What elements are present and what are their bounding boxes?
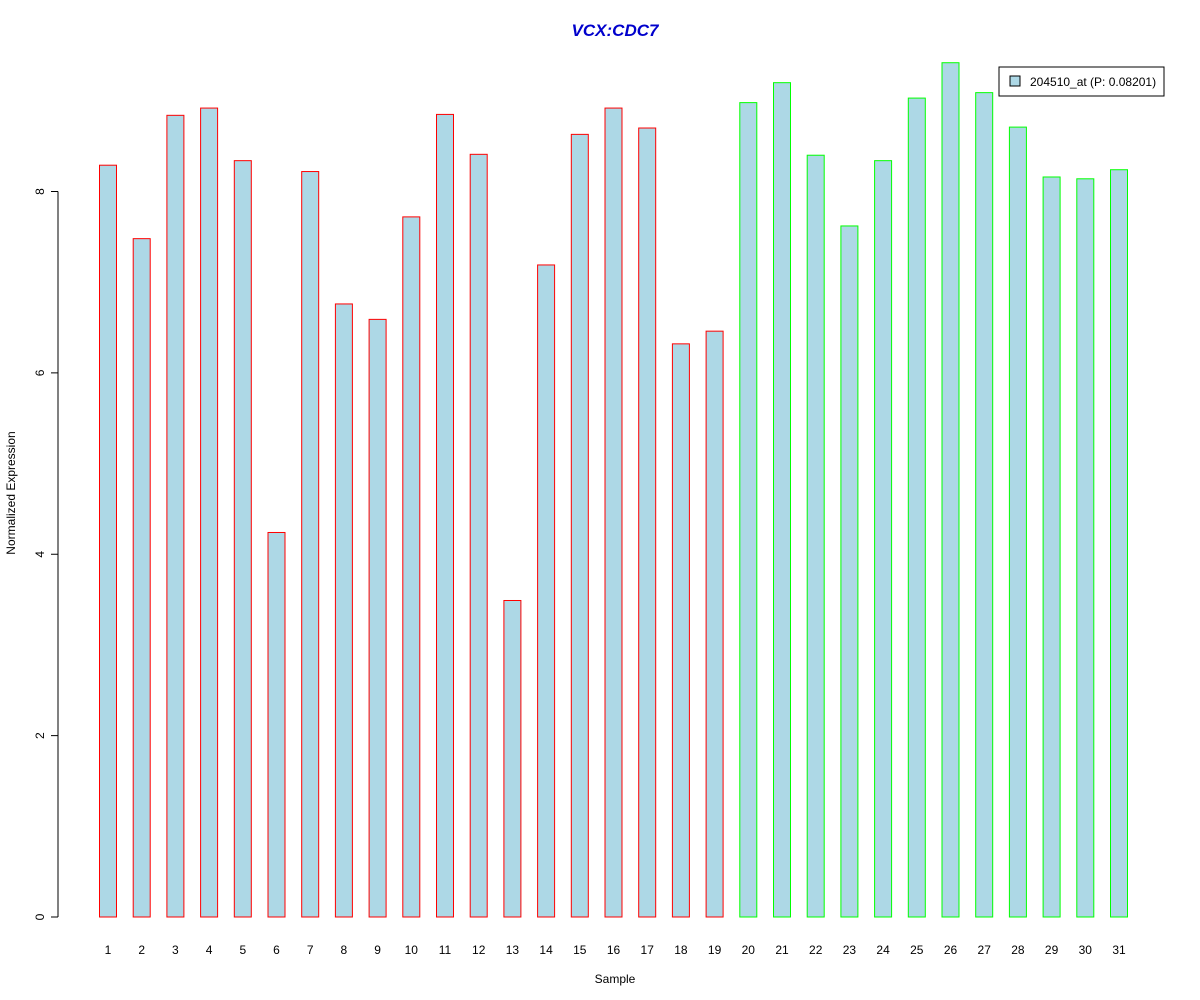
x-tick-label: 10 (405, 943, 419, 957)
x-tick-label: 28 (1011, 943, 1025, 957)
x-tick-label: 23 (843, 943, 857, 957)
y-axis: 0 2 4 6 8 (33, 188, 59, 920)
bar-sample-11 (436, 113, 454, 918)
bar-sample-13 (503, 599, 522, 918)
y-axis-label: Normalized Expression (4, 431, 18, 554)
bar-sample-21 (773, 82, 791, 918)
bar-sample-19 (705, 330, 724, 918)
bar-sample-9 (368, 318, 387, 918)
bar-sample-1 (99, 164, 117, 918)
x-tick-label: 21 (775, 943, 789, 957)
x-tick-label: 3 (172, 943, 179, 957)
legend-entry: 204510_at (P: 0.08201) (1030, 75, 1156, 89)
y-tick-label: 4 (33, 551, 47, 558)
x-tick-label: 16 (607, 943, 621, 957)
bar-sample-31 (1110, 169, 1128, 918)
x-tick-label: 15 (573, 943, 587, 957)
bar-sample-30 (1076, 178, 1095, 918)
x-tick-label: 6 (273, 943, 280, 957)
legend-swatch (1009, 75, 1021, 87)
x-tick-label: 30 (1079, 943, 1093, 957)
x-tick-label: 25 (910, 943, 924, 957)
bar-sample-3 (166, 114, 185, 918)
bar-sample-12 (469, 153, 488, 918)
x-tick-label: 29 (1045, 943, 1059, 957)
x-tick-label: 17 (641, 943, 655, 957)
x-tick-label: 13 (506, 943, 520, 957)
y-tick-label: 0 (33, 913, 47, 920)
legend: 204510_at (P: 0.08201) (998, 66, 1165, 97)
bars-group (99, 62, 1128, 918)
bar-sample-5 (233, 160, 252, 918)
bar-sample-16 (604, 107, 623, 918)
bar-sample-4 (200, 107, 219, 918)
x-tick-label: 31 (1112, 943, 1126, 957)
bar-sample-25 (907, 97, 926, 918)
x-tick-label: 7 (307, 943, 314, 957)
y-tick-label: 2 (33, 732, 47, 739)
bar-sample-20 (739, 102, 758, 918)
bar-sample-23 (840, 225, 859, 918)
bar-sample-18 (671, 343, 690, 918)
x-tick-label: 22 (809, 943, 823, 957)
chart-title: VCX:CDC7 (572, 21, 660, 40)
x-tick-label: 9 (374, 943, 381, 957)
bar-sample-24 (874, 160, 893, 918)
bar-sample-6 (267, 531, 286, 918)
bar-sample-14 (537, 264, 556, 918)
bar-sample-28 (1008, 126, 1027, 918)
bar-sample-7 (301, 171, 320, 918)
bar-sample-22 (806, 154, 825, 918)
x-tick-label: 26 (944, 943, 958, 957)
bar-sample-17 (638, 127, 657, 918)
y-tick-label: 6 (33, 369, 47, 376)
x-tick-label: 20 (742, 943, 756, 957)
x-tick-label: 11 (439, 943, 452, 957)
x-tick-label: 8 (341, 943, 348, 957)
bar-sample-2 (132, 238, 151, 918)
bar-sample-29 (1042, 176, 1061, 918)
x-tick-label: 1 (105, 943, 112, 957)
bar-sample-10 (402, 216, 421, 918)
x-tick-label: 19 (708, 943, 722, 957)
bar-sample-26 (941, 62, 960, 918)
x-tick-label: 4 (206, 943, 213, 957)
x-tick-label: 14 (539, 943, 553, 957)
bar-sample-27 (975, 92, 994, 918)
x-tick-label: 27 (978, 943, 992, 957)
bar-sample-15 (570, 133, 589, 918)
x-tick-label: 24 (876, 943, 890, 957)
y-tick-label: 8 (33, 188, 47, 195)
x-tick-label: 12 (472, 943, 486, 957)
x-axis-label: Sample (595, 972, 636, 986)
x-tick-label: 5 (239, 943, 246, 957)
x-tick-label: 2 (138, 943, 145, 957)
legend-box (998, 66, 1165, 97)
bar-sample-8 (334, 303, 353, 918)
x-tick-labels: 1 2 3 4 5 6 7 8 9 10 11 12 13 14 15 16 17 18 19 20 21 22 23 24 2… (105, 943, 1126, 957)
x-tick-label: 18 (674, 943, 688, 957)
